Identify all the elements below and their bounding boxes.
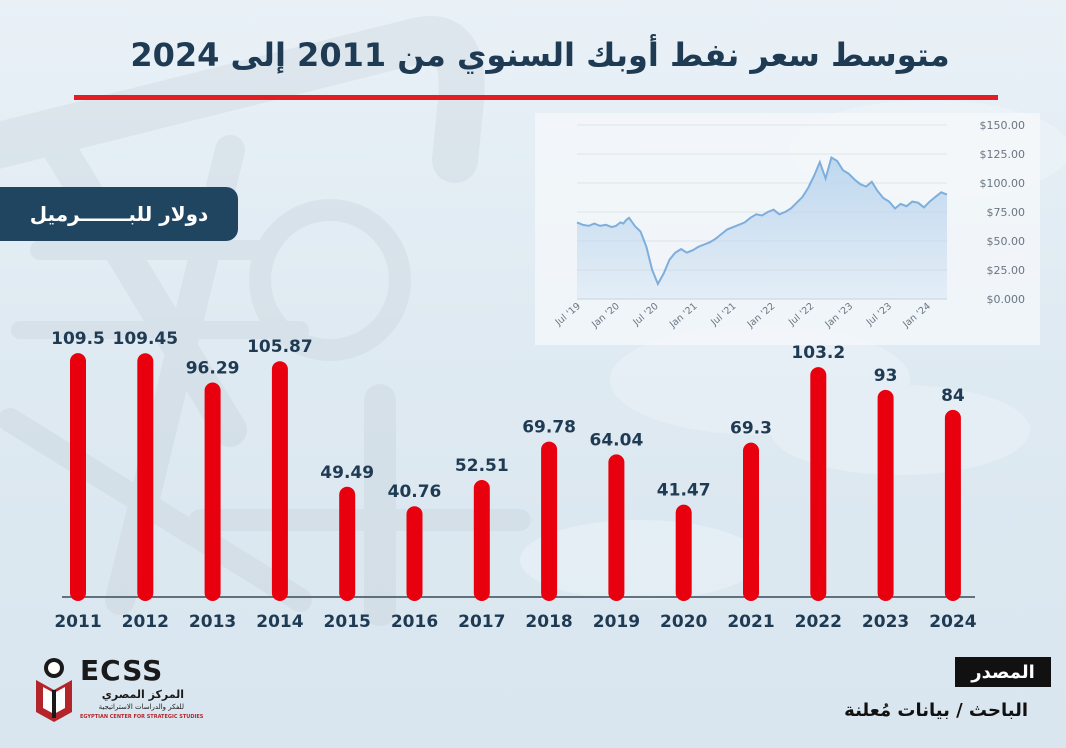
- inset-price-chart: $150.00 $125.00 $100.00 $75.00 $50.00 $25.00 $…: [535, 113, 1040, 345]
- data-label-2017: 52.51: [455, 456, 509, 476]
- ecss-emblem-icon: [36, 658, 72, 722]
- inset-y-tick: $75.00: [987, 206, 1026, 219]
- data-label-2019: 64.04: [590, 430, 644, 450]
- bar-2022: [810, 367, 827, 601]
- inset-y-tick: $100.00: [980, 177, 1026, 190]
- bar-2021: [743, 442, 759, 601]
- x-tick-2018: 2018: [525, 612, 572, 632]
- data-label-2013: 96.29: [186, 359, 240, 379]
- inset-y-tick: $125.00: [980, 148, 1026, 161]
- logo-tagline-arabic: للفكر والدراسات الاستراتيجية: [98, 703, 184, 711]
- bar-2023: [877, 389, 894, 601]
- bar-2019: [608, 454, 625, 601]
- logo-abbreviation: ECSS: [80, 654, 164, 687]
- x-tick-2014: 2014: [256, 612, 303, 632]
- x-tick-2013: 2013: [189, 612, 236, 632]
- bar-2024: [944, 409, 961, 601]
- data-label-2014: 105.87: [247, 337, 313, 357]
- inset-area: [577, 157, 947, 299]
- inset-y-tick: $50.00: [987, 235, 1026, 248]
- unit-badge: دولار للبـــــــرميل: [0, 187, 238, 241]
- source-label: المصدر: [971, 661, 1035, 683]
- x-tick-2016: 2016: [391, 612, 438, 632]
- bar-2013: [204, 382, 221, 601]
- bar-2014: [271, 361, 288, 601]
- x-tick-2020: 2020: [660, 612, 707, 632]
- bar-2017: [473, 480, 490, 601]
- x-tick-2021: 2021: [727, 612, 774, 632]
- bar-2011: [70, 353, 86, 601]
- data-label-2016: 40.76: [388, 482, 442, 502]
- data-label-2024: 84: [941, 386, 965, 406]
- bar-2020: [675, 504, 692, 601]
- logo-name-english: EGYPTIAN CENTER FOR STRATEGIC STUDIES: [80, 714, 204, 720]
- source-badge: المصدر: [955, 657, 1051, 687]
- x-tick-2024: 2024: [929, 612, 976, 632]
- bar-2016: [406, 506, 423, 601]
- data-label-2012: 109.45: [112, 329, 178, 349]
- data-label-2018: 69.78: [522, 418, 576, 438]
- data-label-2023: 93: [874, 366, 898, 386]
- bar-2012: [137, 353, 154, 601]
- data-label-2011: 109.5: [51, 329, 105, 349]
- data-label-2020: 41.47: [657, 481, 711, 501]
- x-tick-2012: 2012: [122, 612, 169, 632]
- x-tick-2023: 2023: [862, 612, 909, 632]
- bar-2015: [339, 486, 356, 601]
- logo-name-arabic: المركز المصري: [101, 688, 184, 701]
- inset-price-line: [576, 155, 948, 287]
- inset-y-tick: $150.00: [980, 119, 1026, 132]
- x-tick-2017: 2017: [458, 612, 505, 632]
- bar-2018: [541, 441, 558, 601]
- title-underline: [74, 95, 998, 100]
- data-label-2022: 103.2: [791, 343, 845, 363]
- ecss-logo: ECSS المركز المصري للفكر والدراسات الاست…: [28, 654, 204, 728]
- x-tick-2011: 2011: [54, 612, 101, 632]
- source-text: الباحث / بيانات مُعلنة: [844, 700, 1028, 721]
- data-label-2015: 49.49: [320, 463, 374, 483]
- data-label-2021: 69.3: [730, 419, 772, 439]
- inset-y-tick: $25.00: [987, 264, 1026, 277]
- unit-badge-label: دولار للبـــــــرميل: [29, 202, 209, 226]
- chart-title: متوسط سعر نفط أوبك السنوي من 2011 إلى 20…: [130, 36, 950, 74]
- x-tick-2019: 2019: [593, 612, 640, 632]
- inset-y-tick: $0.000: [987, 293, 1026, 306]
- x-tick-2022: 2022: [795, 612, 842, 632]
- x-tick-2015: 2015: [324, 612, 371, 632]
